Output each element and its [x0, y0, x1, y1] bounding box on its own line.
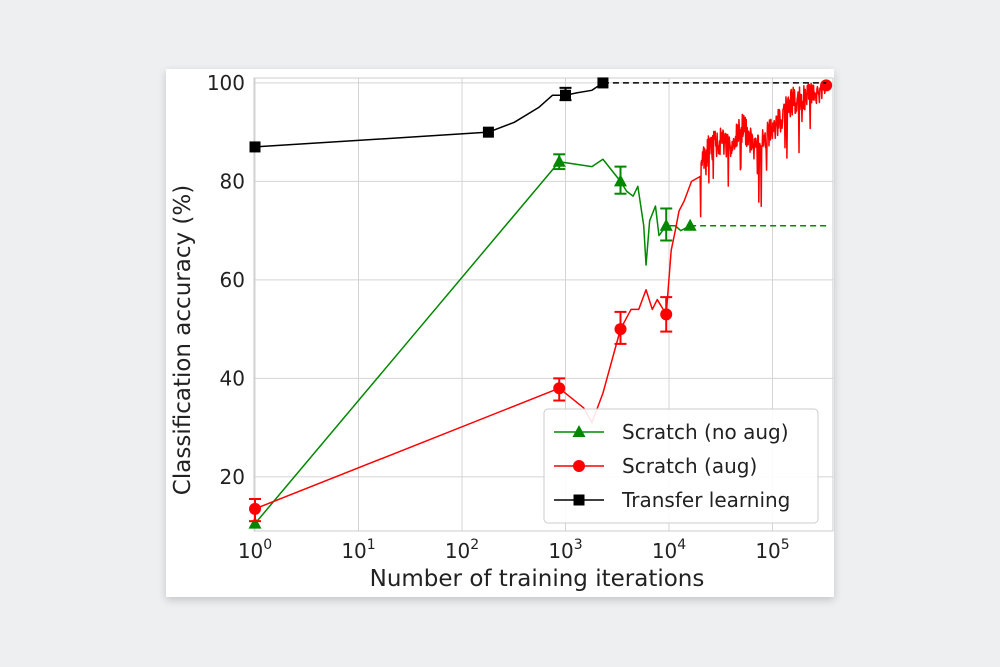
data-point: [683, 218, 697, 231]
data-point: [597, 77, 609, 89]
figure-card: 20 40 60 80 100 100 101 102 103 104 105 Number of …: [166, 69, 834, 597]
series-line: [254, 158, 691, 525]
data-point: [482, 126, 494, 138]
series-line: [254, 82, 604, 148]
series-scratch-aug: [249, 79, 833, 523]
x-tick-label: 100: [238, 537, 272, 563]
legend-marker: [573, 494, 585, 506]
y-axis-label: Classification accuracy (%): [170, 185, 196, 495]
y-tick-label: 80: [220, 169, 245, 193]
y-tick-label: 40: [220, 366, 245, 390]
data-point: [614, 174, 628, 187]
series-line: [254, 82, 827, 510]
data-point: [249, 502, 261, 515]
data-point: [553, 382, 566, 395]
legend: Scratch (no aug) Scratch (aug) Transfer le…: [543, 408, 819, 524]
series-scratch-no-aug: [248, 153, 827, 529]
legend-marker: [572, 425, 586, 437]
y-tick-label: 60: [220, 268, 245, 292]
legend-marker: [573, 460, 585, 472]
data-point: [248, 516, 262, 529]
legend-label: Transfer learning: [621, 488, 790, 512]
x-tick-label: 104: [652, 537, 686, 563]
x-tick-label: 101: [341, 537, 375, 563]
y-tick-label: 100: [207, 71, 245, 95]
data-point: [659, 218, 673, 231]
x-tick-label: 103: [548, 537, 582, 563]
data-point: [820, 79, 833, 92]
x-tick-label: 105: [755, 537, 789, 563]
x-tick-label: 102: [445, 537, 479, 563]
legend-box: [543, 408, 819, 524]
data-point: [249, 141, 261, 153]
x-axis-label: Number of training iterations: [370, 566, 705, 592]
data-point: [660, 308, 673, 321]
accuracy-chart: 20 40 60 80 100 100 101 102 103 104 105 Number of …: [170, 71, 834, 592]
legend-label: Scratch (aug): [622, 454, 757, 478]
plot-frame: [253, 77, 834, 532]
axis-ticks: 20 40 60 80 100 100 101 102 103 104 105: [207, 71, 790, 563]
data-point: [560, 89, 571, 101]
series-layer: [248, 77, 833, 529]
data-point: [614, 323, 627, 336]
data-point: [552, 154, 566, 167]
series-transfer-learning: [249, 77, 827, 153]
y-tick-label: 20: [220, 465, 245, 489]
legend-label: Scratch (no aug): [622, 420, 789, 444]
